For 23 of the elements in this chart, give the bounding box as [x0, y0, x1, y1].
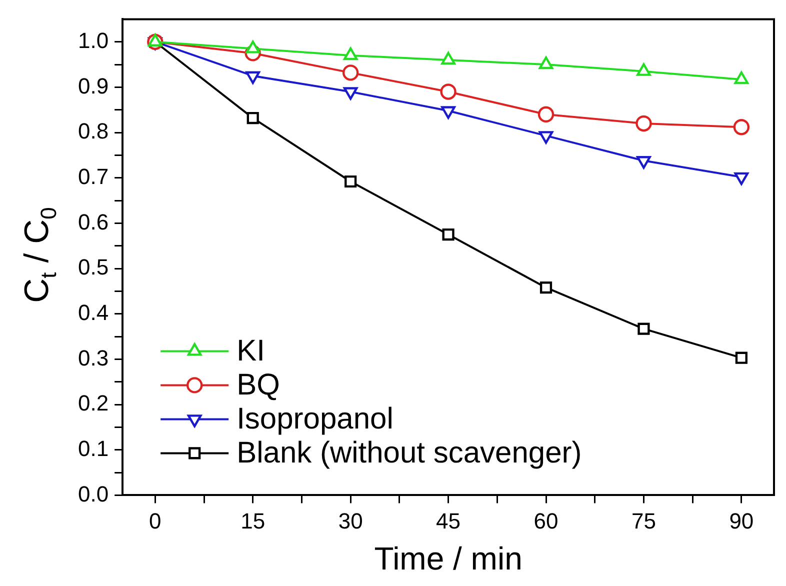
x-tick-label: 45	[436, 508, 461, 534]
x-tick-label: 75	[631, 508, 656, 534]
y-tick-label: 0.2	[78, 390, 109, 416]
x-tick-label: 60	[534, 508, 558, 534]
legend-label: Blank (without scavenger)	[236, 436, 582, 470]
y-tick-label: 0.0	[78, 481, 109, 506]
y-tick-label: 0.3	[78, 345, 109, 370]
y-tick-label: 0.9	[78, 73, 109, 98]
y-tick-label: 0.7	[78, 164, 109, 189]
x-tick-label: 90	[729, 508, 754, 534]
x-tick-label: 30	[338, 508, 363, 534]
legend-label: Isopropanol	[236, 402, 394, 436]
x-tick-label: 15	[240, 508, 266, 534]
legend-label: BQ	[236, 368, 280, 402]
x-axis-title: Time / min	[374, 540, 522, 577]
x-tick-label: 0	[149, 508, 162, 534]
y-tick-label: 1.0	[78, 28, 109, 53]
y-tick-label: 0.4	[78, 300, 109, 325]
y-tick-label: 0.8	[78, 118, 109, 144]
y-tick-label: 0.1	[78, 436, 109, 461]
legend-label: KI	[236, 334, 265, 368]
y-tick-label: 0.6	[78, 209, 109, 234]
y-tick-label: 0.5	[78, 254, 109, 280]
